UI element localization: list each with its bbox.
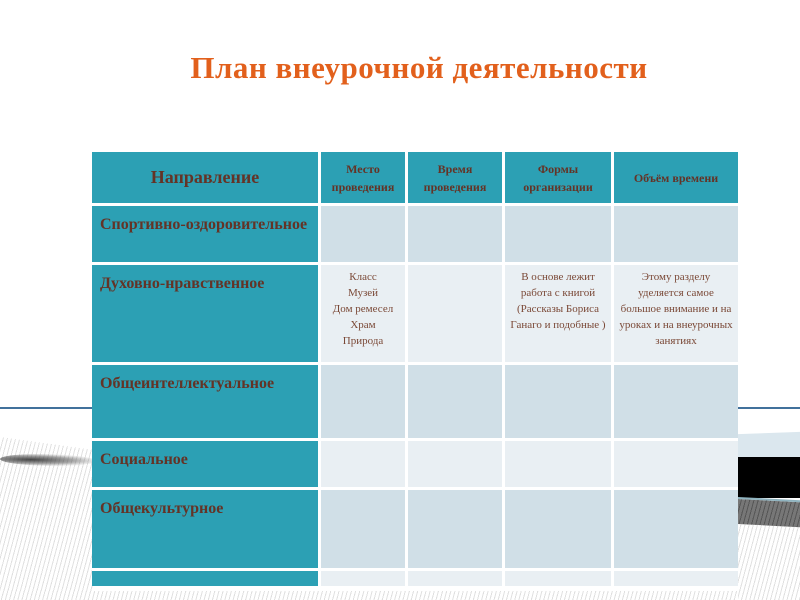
plan-table: Направление Место проведения Время прове… bbox=[92, 152, 738, 586]
cell-spiritual-place: Класс Музей Дом ремесел Храм Природа bbox=[321, 265, 405, 362]
cell-intellectual-volume bbox=[614, 365, 738, 438]
cell-empty-time bbox=[408, 571, 502, 586]
row-label-intellectual: Общеинтеллектуальное bbox=[92, 365, 318, 438]
cell-empty-forms bbox=[505, 571, 611, 586]
right-dark-hatched-band bbox=[738, 497, 800, 528]
row-label-sport: Спортивно-оздоровительное bbox=[92, 206, 318, 262]
right-black-shape bbox=[738, 457, 800, 498]
cell-cultural-time bbox=[408, 490, 502, 568]
cell-spiritual-forms: В основе лежит работа с книгой (Рассказы… bbox=[505, 265, 611, 362]
row-label-cultural: Общекультурное bbox=[92, 490, 318, 568]
cell-empty-volume bbox=[614, 571, 738, 586]
header-forms: Формы организации bbox=[505, 152, 611, 203]
cell-empty-place bbox=[321, 571, 405, 586]
cell-cultural-forms bbox=[505, 490, 611, 568]
cell-social-forms bbox=[505, 441, 611, 487]
right-light-hatched-area bbox=[738, 522, 800, 600]
header-time: Время проведения bbox=[408, 152, 502, 203]
cell-spiritual-time bbox=[408, 265, 502, 362]
cell-cultural-volume bbox=[614, 490, 738, 568]
cell-social-volume bbox=[614, 441, 738, 487]
cell-intellectual-time bbox=[408, 365, 502, 438]
cell-sport-time bbox=[408, 206, 502, 262]
cell-spiritual-volume: Этому разделу уделяется самое большое вн… bbox=[614, 265, 738, 362]
header-volume: Объём времени bbox=[614, 152, 738, 203]
header-direction: Направление bbox=[92, 152, 318, 203]
row-label-empty bbox=[92, 571, 318, 586]
slide-title: План внеурочной деятельности bbox=[190, 50, 648, 85]
cell-intellectual-forms bbox=[505, 365, 611, 438]
cell-social-time bbox=[408, 441, 502, 487]
cell-sport-place bbox=[321, 206, 405, 262]
header-place: Место проведения bbox=[321, 152, 405, 203]
cell-sport-forms bbox=[505, 206, 611, 262]
cell-cultural-place bbox=[321, 490, 405, 568]
cell-social-place bbox=[321, 441, 405, 487]
row-label-spiritual: Духовно-нравственное bbox=[92, 265, 318, 362]
right-lightblue-band bbox=[738, 431, 800, 460]
bottom-hatched-strip bbox=[0, 591, 800, 600]
cell-sport-volume bbox=[614, 206, 738, 262]
cell-intellectual-place bbox=[321, 365, 405, 438]
row-label-social: Социальное bbox=[92, 441, 318, 487]
